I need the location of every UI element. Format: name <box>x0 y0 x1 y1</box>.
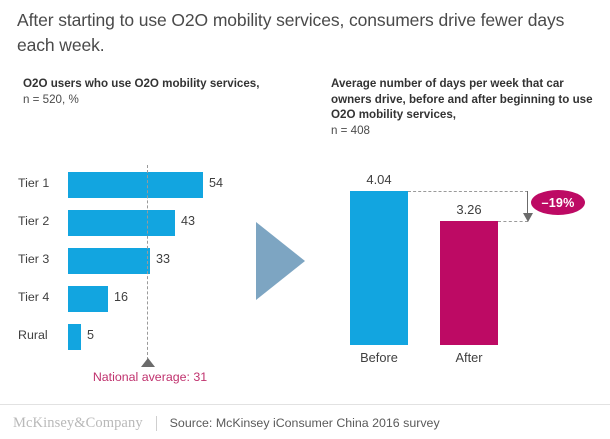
column-category-label-before: Before <box>360 350 398 365</box>
bar-tier-1 <box>68 172 203 198</box>
table-row: Rural 5 <box>0 324 260 350</box>
source-note: Source: McKinsey iConsumer China 2016 su… <box>169 416 440 430</box>
column-category-label-after: After <box>455 350 483 365</box>
column-bar-before <box>350 191 408 345</box>
status-badge: –19% <box>531 190 585 215</box>
national-average-label: National average: 31 <box>92 370 208 384</box>
triangle-right-icon <box>256 222 305 300</box>
mckinsey-logo: McKinsey&Company <box>13 414 143 431</box>
column-value-label-after: 3.26 <box>456 202 482 217</box>
connector-line-after <box>498 221 528 222</box>
connector-line-before <box>408 191 528 192</box>
right-chart-subtitle: Average number of days per week that car… <box>331 76 603 138</box>
triangle-up-icon <box>141 358 155 367</box>
bar-value-label: 33 <box>156 252 171 266</box>
table-row: Tier 2 43 <box>0 210 260 236</box>
bar-tier-2 <box>68 210 175 236</box>
bar-tier-3 <box>68 248 150 274</box>
bar-value-label: 5 <box>87 328 95 342</box>
bar-category-label: Tier 1 <box>18 176 50 190</box>
delta-arrow-shaft <box>527 191 528 215</box>
table-row: Tier 3 33 <box>0 248 260 274</box>
left-chart-subtitle-text: O2O users who use O2O mobility services, <box>23 77 260 90</box>
right-chart-subtitle-text: Average number of days per week that car… <box>331 77 593 121</box>
arrow-down-icon <box>523 213 533 222</box>
footer-separator <box>155 415 157 431</box>
bar-category-label: Tier 2 <box>18 214 50 228</box>
bar-value-label: 16 <box>114 290 129 304</box>
bar-value-label: 54 <box>209 176 224 190</box>
bar-value-label: 43 <box>181 214 196 228</box>
column-value-label-before: 4.04 <box>366 172 392 187</box>
footer: McKinsey&Company Source: McKinsey iConsu… <box>13 412 603 434</box>
left-bar-chart: Tier 1 54 Tier 2 43 Tier 3 33 Tier 4 16 … <box>0 0 260 439</box>
bar-category-label: Rural <box>18 328 48 342</box>
left-chart-subtitle: O2O users who use O2O mobility services,… <box>23 76 263 107</box>
bar-tier-4 <box>68 286 108 312</box>
left-chart-sample-size: n = 520, % <box>23 92 79 106</box>
national-average-reference-line <box>147 165 148 360</box>
table-row: Tier 1 54 <box>0 172 260 198</box>
column-bar-after <box>440 221 498 345</box>
table-row: Tier 4 16 <box>0 286 260 312</box>
right-chart-sample-size: n = 408 <box>331 123 371 137</box>
bar-category-label: Tier 4 <box>18 290 50 304</box>
bar-rural <box>68 324 81 350</box>
bar-category-label: Tier 3 <box>18 252 50 266</box>
footer-divider-rule <box>0 404 610 405</box>
page-title: After starting to use O2O mobility servi… <box>17 10 565 55</box>
